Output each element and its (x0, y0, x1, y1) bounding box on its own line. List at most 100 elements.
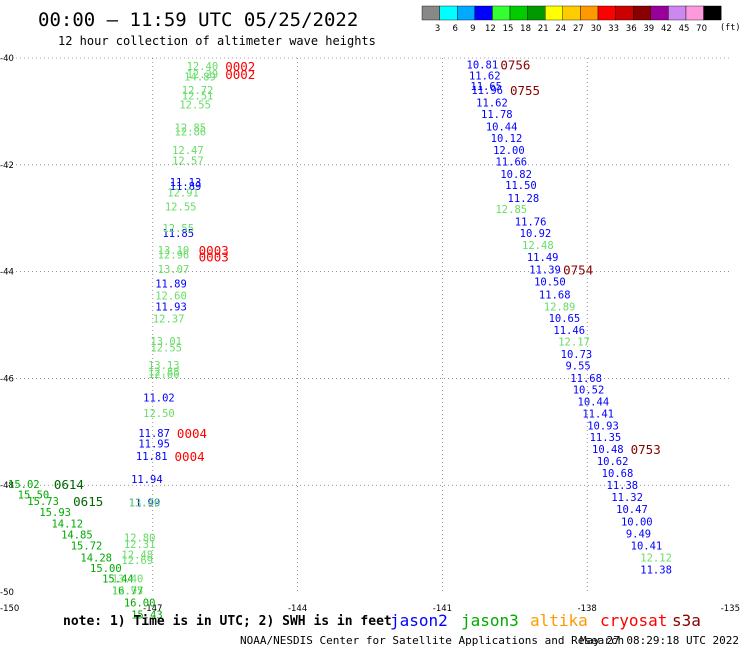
x-tick-label-0: -150 (0, 604, 19, 614)
jason2-value: 11.65 (470, 81, 502, 93)
jason3-light-value: 13.10 (158, 245, 190, 257)
jason2-value: 11.46 (553, 325, 585, 337)
axis-ticks: -150 -147 -144 -141 -138 -135 -40 -42 -44 -46 -48 -… (0, 54, 740, 614)
satellite-legend: jason2 jason3 altika cryosat s3a (390, 611, 701, 630)
jason2-value: 10.48 (592, 444, 624, 456)
jason2-value: 10.47 (616, 504, 648, 516)
jason2-value: 10.92 (520, 228, 552, 240)
legend-label-7: 24 (555, 24, 566, 34)
color-legend: 3 6 9 12 15 18 21 24 27 30 33 36 39 42 45 70 (421, 5, 722, 34)
jason3-light-value: 12.48 (121, 550, 153, 562)
legend-label-15: 70 (696, 24, 707, 34)
legend-swatch-12 (633, 5, 652, 21)
legend-swatch-9 (580, 5, 599, 21)
y-tick-label-4: -48 (0, 481, 14, 491)
jason3-value: 14.85 (61, 529, 93, 541)
jason3-light-value: 12.72 (182, 85, 214, 97)
satellite-label-cryosat: cryosat (600, 611, 667, 630)
y-tick-label-1: -42 (0, 161, 14, 171)
legend-swatch-0 (421, 5, 440, 21)
jason2-value: 11.41 (582, 409, 614, 421)
footer-credit: NOAA/NESDIS Center for Satellite Applica… (240, 634, 624, 647)
legend-swatch-14 (668, 5, 687, 21)
jason3-light-value: 12.31 (124, 539, 156, 551)
jason2-value: 11.66 (495, 157, 527, 169)
legend-swatch-13 (650, 5, 669, 21)
jason2-value: 11.68 (539, 290, 571, 302)
pass-time-label: 0754 (563, 262, 593, 277)
jason2-value: 10.50 (534, 277, 566, 289)
pass-time-label: 0004 (177, 426, 207, 441)
jason3-light-value: 12.50 (143, 408, 175, 420)
jason2-value: 11.50 (505, 180, 537, 192)
jason2-value: 10.73 (561, 349, 593, 361)
chart-grid (8, 57, 732, 592)
legend-unit: (ft) (720, 23, 740, 33)
jason2-value: 11.99 (129, 497, 161, 509)
jason2-value: 11.96 (471, 85, 503, 97)
legend-label-4: 15 (503, 24, 514, 34)
jason2-value: 11.62 (476, 97, 508, 109)
jason3-value: 16.00 (124, 598, 156, 610)
pass-time-label: 0615 (73, 494, 103, 509)
jason2-value: 10.93 (587, 420, 619, 432)
jason3-light-value: 12.60 (148, 369, 180, 381)
jason2-value: 11.93 (155, 301, 187, 313)
y-tick-label-2: -44 (0, 268, 14, 278)
pass-time-label: 0003 (199, 243, 229, 258)
legend-label-2: 9 (470, 24, 475, 34)
pass-time-label: 0753 (631, 442, 661, 457)
jason3-light-value: 12.55 (179, 99, 211, 111)
pass-time-label: 0004 (175, 449, 205, 464)
jason3-value: 15.72 (71, 541, 103, 553)
legend-label-3: 12 (485, 24, 496, 34)
legend-label-9: 30 (591, 24, 602, 34)
jason3-light-value: 12.57 (172, 156, 204, 168)
jason2-value: 11.89 (170, 181, 202, 193)
data-labels: 10.8111.6211.6511.9611.6211.7810.4410.12… (8, 57, 672, 621)
jason3-light-value: 12.37 (153, 314, 185, 326)
jason3-light-value: 12.48 (522, 240, 554, 252)
jason3-light-value: 12.86 (175, 127, 207, 139)
jason2-value: 10.68 (602, 468, 634, 480)
jason3-value: 15.00 (90, 563, 122, 575)
y-tick-label-0: -40 (0, 54, 14, 64)
x-tick-label-5: -135 (721, 604, 740, 614)
legend-label-1: 6 (452, 24, 457, 34)
jason3-light-value: 12.29 (187, 69, 219, 81)
jason3-light-value: 12.85 (495, 204, 527, 216)
jason2-value: 11.35 (590, 432, 622, 444)
pass-time-label: 0003 (199, 250, 229, 265)
satellite-label-jason2: jason2 (390, 611, 448, 630)
jason3-light-value: 12.55 (150, 342, 182, 354)
jason2-value: 10.41 (631, 541, 663, 553)
jason2-value: 11.81 (136, 451, 168, 463)
jason3-light-value: 12.40 (187, 61, 219, 73)
jason3-value: 15.73 (27, 496, 59, 508)
jason2-value: 11.38 (607, 480, 639, 492)
pass-time-label: 0755 (510, 83, 540, 98)
chart-subtitle: 12 hour collection of altimeter wave hei… (58, 34, 376, 48)
jason2-value: 11.87 (138, 428, 170, 440)
x-tick-label-3: -141 (433, 604, 452, 614)
jason3-light-value: 13.46 (129, 497, 161, 509)
jason3-light-value: 12.51 (182, 90, 214, 102)
jason2-value: 11.95 (138, 439, 170, 451)
jason3-light-value: 12.85 (175, 122, 207, 134)
legend-label-8: 27 (573, 24, 584, 34)
jason3-light-value: 12.80 (124, 533, 156, 545)
legend-label-10: 33 (608, 24, 619, 34)
legend-label-6: 21 (538, 24, 549, 34)
jason3-light-value: 12.89 (544, 301, 576, 313)
satellite-label-s3a: s3a (672, 611, 701, 630)
jason3-value: 14.12 (51, 519, 83, 531)
jason3-light-value: 12.47 (172, 145, 204, 157)
y-tick-label-3: -46 (0, 374, 14, 384)
jason2-value: 11.39 (529, 264, 561, 276)
legend-label-5: 18 (520, 24, 531, 34)
legend-swatch-6 (527, 5, 546, 21)
jason3-light-value: 13.07 (158, 264, 190, 276)
footer-timestamp: May 27 08:29:18 UTC 2022 (580, 634, 739, 647)
jason3-light-value: 12.69 (121, 555, 153, 567)
